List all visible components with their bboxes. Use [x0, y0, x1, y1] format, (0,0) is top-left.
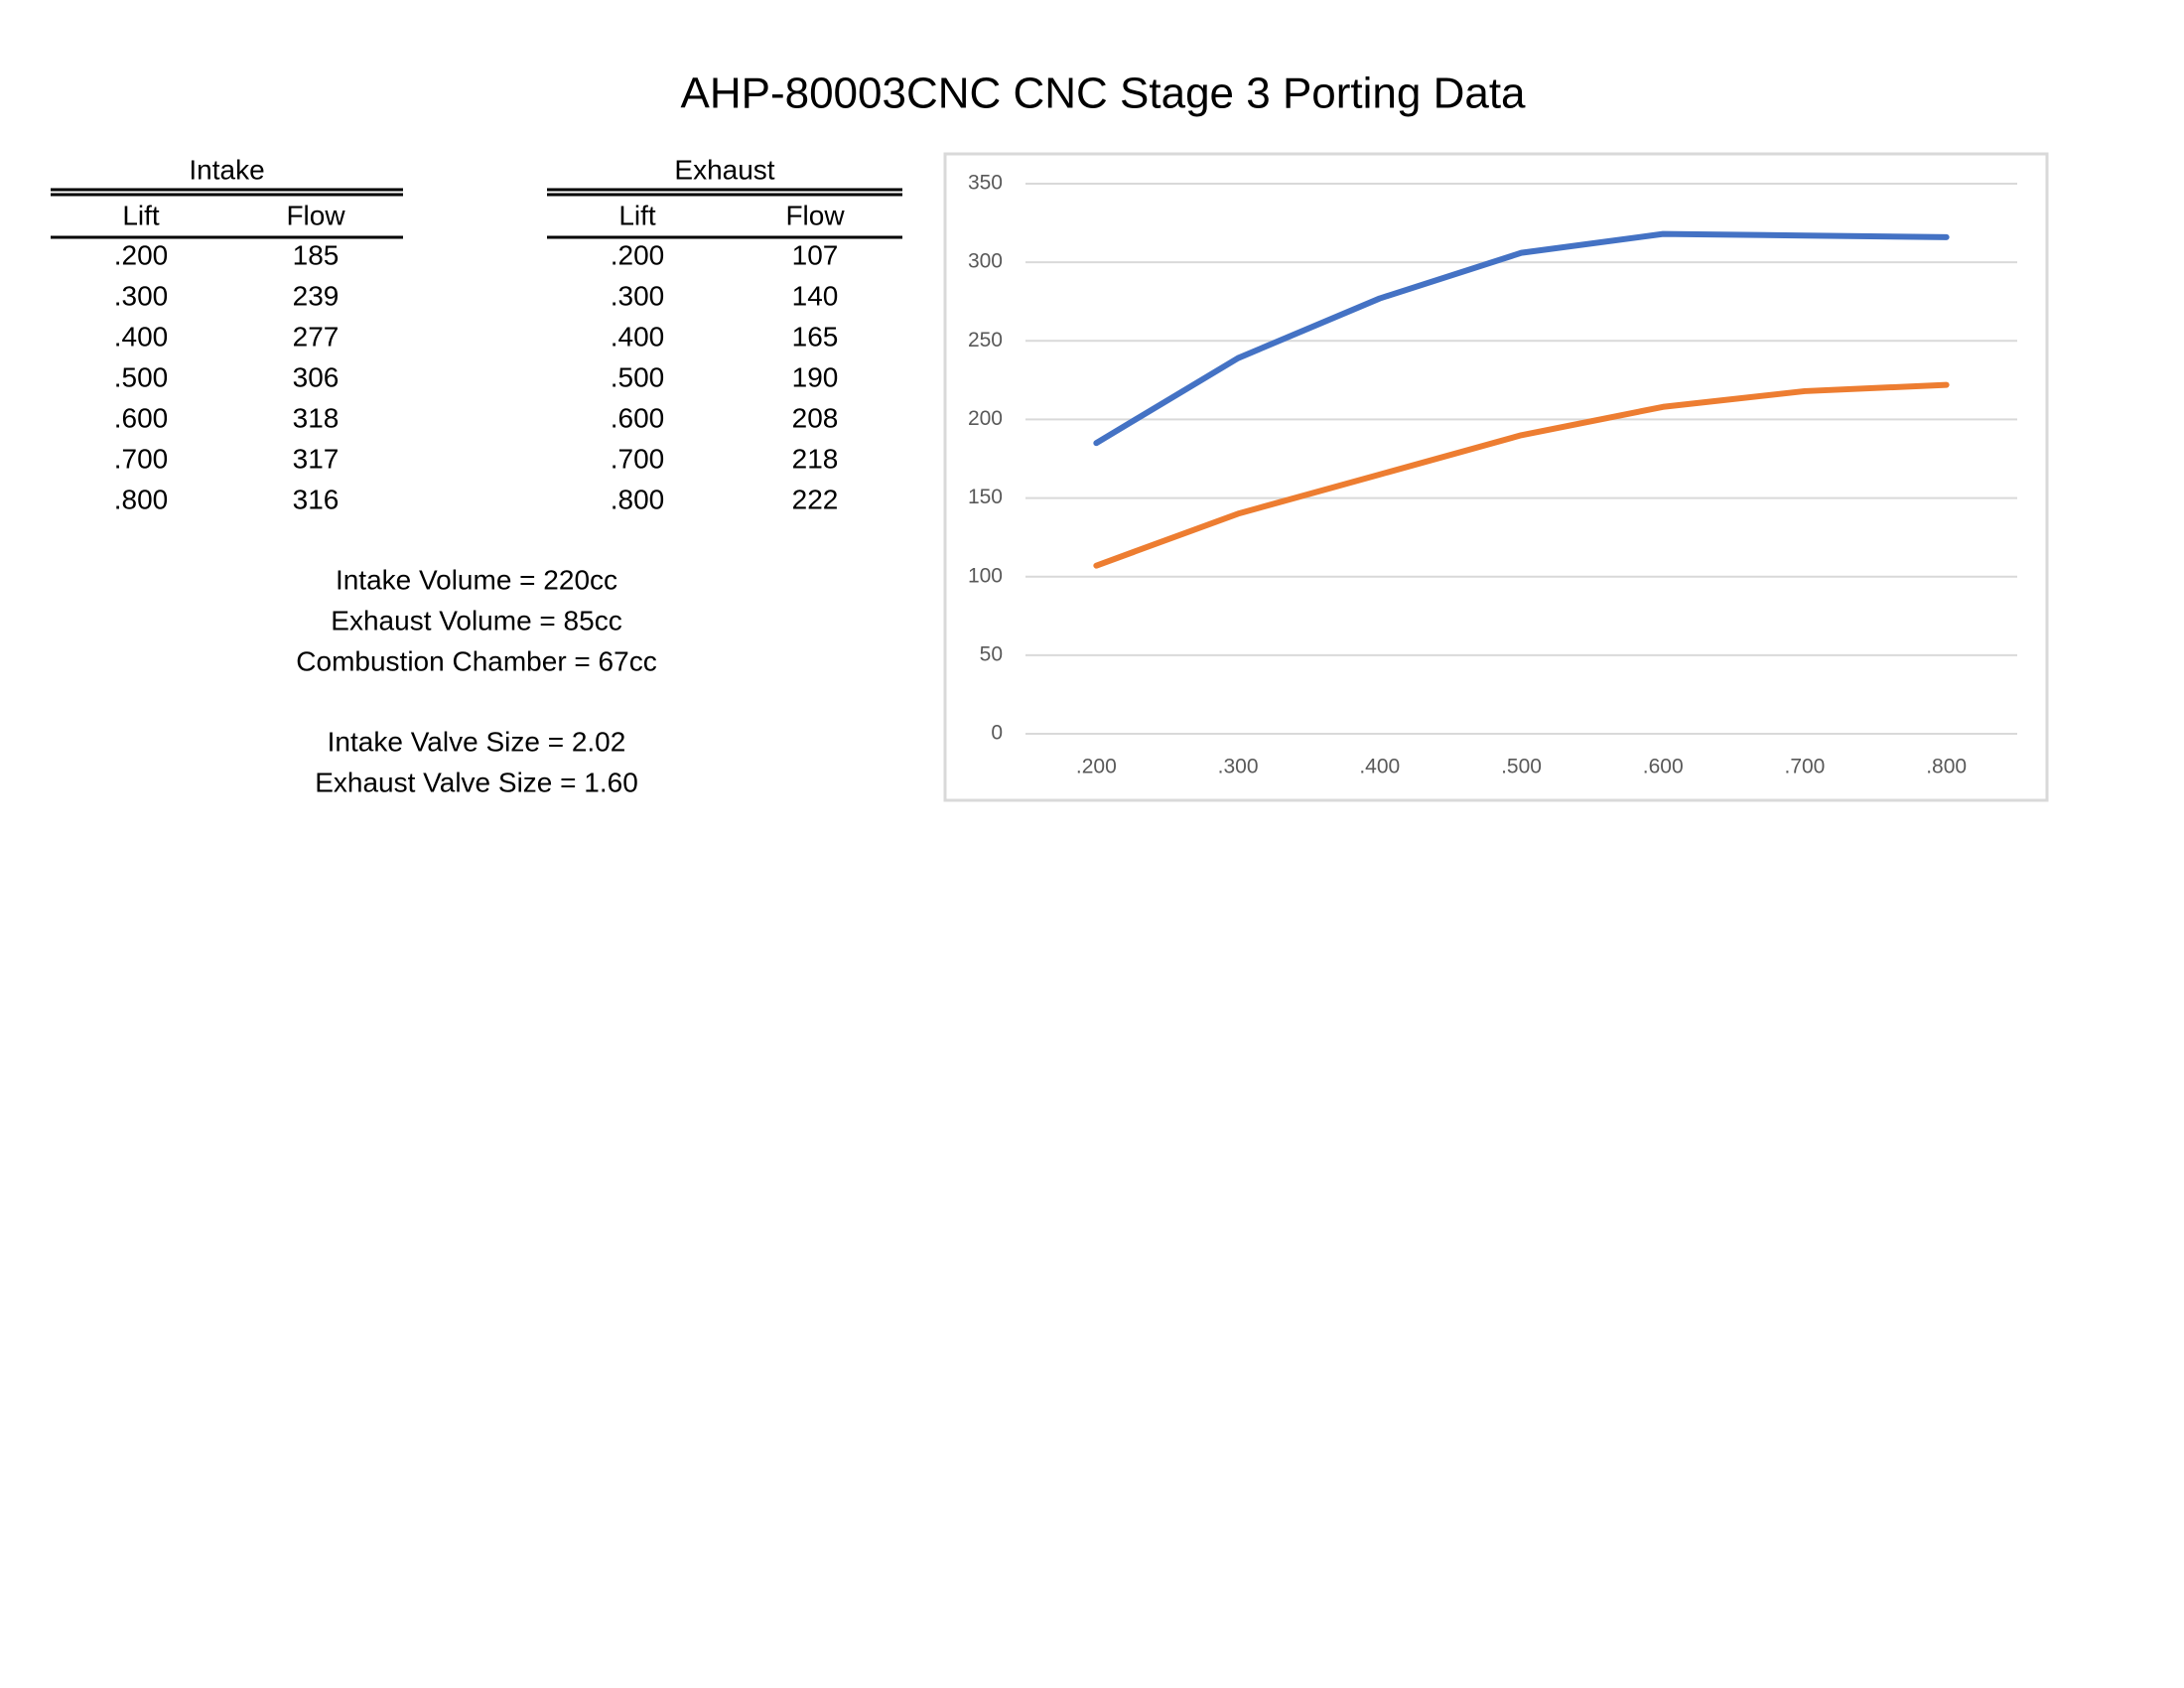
table-cell: 185 — [293, 239, 340, 270]
table-cell: 208 — [792, 402, 839, 433]
table-cell: 306 — [293, 361, 340, 392]
x-tick-label: .200 — [1076, 756, 1117, 778]
y-tick-label: 50 — [980, 642, 1003, 665]
column-header: Flow — [785, 200, 845, 230]
table-cell: .700 — [114, 443, 169, 474]
x-tick-label: .400 — [1359, 756, 1400, 778]
table-cell: 222 — [792, 484, 839, 514]
note: Intake Volume = 220cc — [336, 564, 617, 595]
x-tick-label: .300 — [1218, 756, 1259, 778]
table-cell: .400 — [114, 321, 169, 352]
y-tick-label: 100 — [968, 564, 1003, 587]
note: Exhaust Volume = 85cc — [331, 605, 621, 635]
table-cell: .700 — [611, 443, 665, 474]
series-line — [1093, 381, 1950, 569]
table-cell: .500 — [114, 361, 169, 392]
table-cell: 316 — [293, 484, 340, 514]
table-cell: .200 — [114, 239, 169, 270]
table-cell: .300 — [611, 280, 665, 311]
table-cell: .800 — [611, 484, 665, 514]
y-tick-label: 200 — [968, 407, 1003, 430]
table-cell: 218 — [792, 443, 839, 474]
table-cell: .600 — [114, 402, 169, 433]
column-header: Flow — [286, 200, 345, 230]
table-title: Intake — [189, 154, 264, 185]
table-cell: 277 — [293, 321, 340, 352]
y-tick-label: 0 — [991, 722, 1003, 745]
table-cell: .800 — [114, 484, 169, 514]
y-tick-label: 350 — [968, 172, 1003, 195]
table-cell: 190 — [792, 361, 839, 392]
column-header: Lift — [618, 200, 656, 230]
chart-frame — [943, 152, 2049, 802]
x-tick-label: .700 — [1784, 756, 1825, 778]
note: Exhaust Valve Size = 1.60 — [315, 767, 638, 797]
y-tick-label: 250 — [968, 329, 1003, 352]
note: Intake Valve Size = 2.02 — [328, 726, 626, 757]
x-tick-label: .600 — [1643, 756, 1684, 778]
table-cell: .200 — [611, 239, 665, 270]
table-cell: 318 — [293, 402, 340, 433]
table-cell: 140 — [792, 280, 839, 311]
y-tick-label: 300 — [968, 250, 1003, 273]
table-cell: 165 — [792, 321, 839, 352]
table-cell: .500 — [611, 361, 665, 392]
x-tick-label: .800 — [1926, 756, 1967, 778]
table-title: Exhaust — [674, 154, 774, 185]
table-cell: 239 — [293, 280, 340, 311]
series-line — [1093, 230, 1950, 447]
table-cell: 317 — [293, 443, 340, 474]
table-cell: .300 — [114, 280, 169, 311]
table-cell: 107 — [792, 239, 839, 270]
page-title: AHP-80003CNC CNC Stage 3 Porting Data — [680, 70, 1526, 118]
x-tick-label: .500 — [1501, 756, 1542, 778]
table-cell: .600 — [611, 402, 665, 433]
y-tick-label: 150 — [968, 486, 1003, 508]
note: Combustion Chamber = 67cc — [296, 645, 656, 676]
table-cell: .400 — [611, 321, 665, 352]
column-header: Lift — [122, 200, 160, 230]
